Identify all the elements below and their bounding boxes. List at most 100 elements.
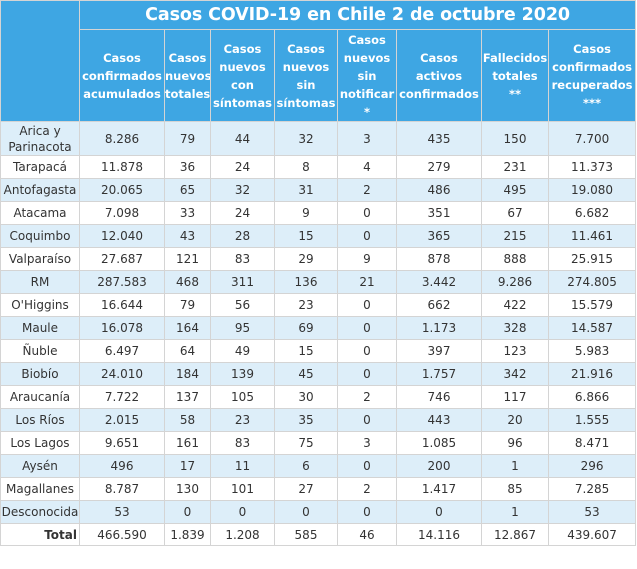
table-cell: 7.722: [79, 385, 165, 409]
table-cell: 9: [337, 247, 397, 271]
table-cell: 496: [79, 454, 165, 478]
table-cell: 21: [337, 270, 397, 294]
table-cell: 23: [274, 293, 338, 317]
column-header-line: con: [231, 77, 254, 92]
table-row: Coquimbo 12.040 43 28 15 0 365 215 11.461: [0, 224, 637, 248]
table-cell: 117: [481, 385, 549, 409]
column-header-line: confirmados: [399, 86, 479, 101]
region-name-cell: Valparaíso: [0, 247, 80, 271]
column-header-line: *: [363, 104, 370, 119]
table-cell: 435: [396, 121, 482, 156]
table-cell: 200: [396, 454, 482, 478]
table-cell: 123: [481, 339, 549, 363]
table-cell: 27: [274, 477, 338, 501]
column-header: Casos confirmados acumulados: [79, 29, 165, 122]
table-cell: 1.757: [396, 362, 482, 386]
table-row: Magallanes 8.787 130 101 27 2 1.417 85 7.285: [0, 477, 637, 501]
column-header-line: Casos: [573, 41, 611, 56]
table-cell: 422: [481, 293, 549, 317]
column-header-line: sin: [357, 68, 377, 83]
table-row: Los Ríos 2.015 58 23 35 0 443 20 1.555: [0, 408, 637, 432]
total-cell: 439.607: [547, 523, 637, 546]
table-cell: 79: [164, 121, 211, 156]
region-name-cell: Ñuble: [0, 339, 80, 363]
total-cell: 1.208: [210, 523, 275, 546]
table-cell: 15: [274, 339, 338, 363]
table-cell: 1.085: [396, 431, 482, 455]
table-cell: 11: [210, 454, 275, 478]
total-cell: 466.590: [79, 523, 165, 546]
table-cell: 14.587: [547, 316, 637, 340]
table-cell: 5.983: [547, 339, 637, 363]
table-cell: 279: [396, 155, 482, 179]
title-row: Casos COVID-19 en Chile 2 de octubre 202…: [0, 0, 637, 122]
table-cell: 2: [337, 385, 397, 409]
table-cell: 24: [210, 155, 275, 179]
column-header-line: nuevos: [219, 59, 266, 74]
table-cell: 15.579: [547, 293, 637, 317]
column-header-line: confirmados: [552, 59, 632, 74]
table-cell: 1.417: [396, 477, 482, 501]
table-cell: 878: [396, 247, 482, 271]
region-name-cell: Aysén: [0, 454, 80, 478]
table-cell: 67: [481, 201, 549, 225]
table-cell: 6.682: [547, 201, 637, 225]
column-header-line: totales: [492, 68, 538, 83]
region-name-cell: Los Lagos: [0, 431, 80, 455]
table-cell: 274.805: [547, 270, 637, 294]
table-cell: 2.015: [79, 408, 165, 432]
region-name-cell: Coquimbo: [0, 224, 80, 248]
table-cell: 30: [274, 385, 338, 409]
table-row: Atacama 7.098 33 24 9 0 351 67 6.682: [0, 201, 637, 225]
table-cell: 20.065: [79, 178, 165, 202]
region-name-cell: RM: [0, 270, 80, 294]
table-cell: 351: [396, 201, 482, 225]
table-cell: 21.916: [547, 362, 637, 386]
column-header: Casos confirmados recuperados ***: [547, 29, 637, 122]
table-cell: 311: [210, 270, 275, 294]
table-cell: 33: [164, 201, 211, 225]
table-cell: 27.687: [79, 247, 165, 271]
table-row: Antofagasta 20.065 65 32 31 2 486 495 19.080: [0, 178, 637, 202]
table-cell: 397: [396, 339, 482, 363]
table-row: Arica y Parinacota 8.286 79 44 32 3 435 150 7.70…: [0, 121, 637, 156]
column-header-line: ***: [583, 95, 602, 110]
table-cell: 342: [481, 362, 549, 386]
table-cell: 31: [274, 178, 338, 202]
table-cell: 15: [274, 224, 338, 248]
column-header-line: nuevos: [282, 59, 330, 74]
table-cell: 95: [210, 316, 275, 340]
table-cell: 1: [481, 500, 549, 524]
table-cell: 36: [164, 155, 211, 179]
column-header-line: **: [508, 86, 522, 101]
table-cell: 3: [337, 431, 397, 455]
column-header-line: Casos: [223, 41, 262, 56]
column-header: Fallecidos totales **: [481, 29, 549, 122]
table-row: Los Lagos 9.651 161 83 75 3 1.085 96 8.471: [0, 431, 637, 455]
table-cell: 16.078: [79, 316, 165, 340]
table-cell: 43: [164, 224, 211, 248]
table-header: Casos COVID-19 en Chile 2 de octubre 202…: [0, 0, 637, 122]
table-cell: 296: [547, 454, 637, 478]
region-name-cell: Tarapacá: [0, 155, 80, 179]
table-cell: 0: [337, 293, 397, 317]
table-cell: 23: [210, 408, 275, 432]
table-title: Casos COVID-19 en Chile 2 de octubre 202…: [78, 0, 637, 30]
region-name-cell: Antofagasta: [0, 178, 80, 202]
table-cell: 53: [79, 500, 165, 524]
total-label: Total: [0, 523, 80, 546]
column-header-line: confirmados: [82, 68, 162, 83]
table-cell: 7.285: [547, 477, 637, 501]
table-cell: 150: [481, 121, 549, 156]
table-row: Ñuble 6.497 64 49 15 0 397 123 5.983: [0, 339, 637, 363]
table-cell: 468: [164, 270, 211, 294]
table-cell: 3: [337, 121, 397, 156]
total-cell: 1.839: [164, 523, 211, 546]
table-cell: 4: [337, 155, 397, 179]
table-cell: 32: [274, 121, 338, 156]
table-cell: 443: [396, 408, 482, 432]
table-cell: 1: [481, 454, 549, 478]
table-cell: 45: [274, 362, 338, 386]
table-cell: 79: [164, 293, 211, 317]
table-cell: 19.080: [547, 178, 637, 202]
